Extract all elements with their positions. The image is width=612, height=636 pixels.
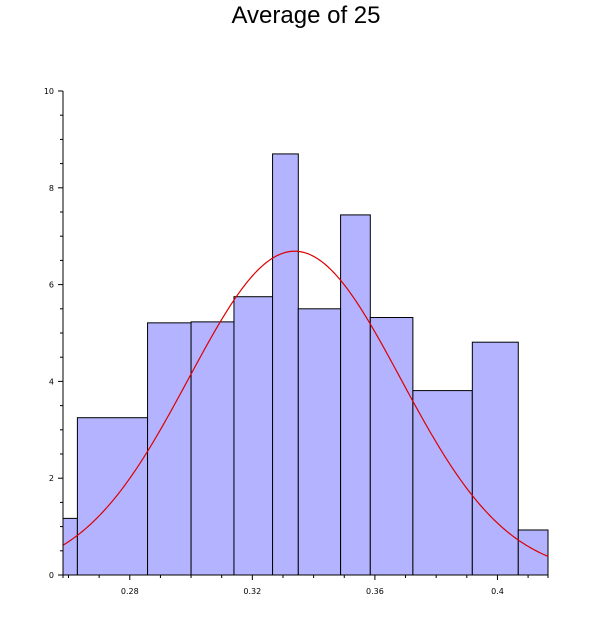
y-tick-label: 2 bbox=[49, 474, 54, 483]
histogram-bar-12 bbox=[517, 529, 549, 576]
histogram-bar-6 bbox=[272, 153, 299, 576]
x-tick-label: 0.36 bbox=[366, 587, 384, 596]
histogram-bar-1 bbox=[62, 517, 78, 576]
y-tick-label: 10 bbox=[44, 87, 54, 96]
y-tick-label: 4 bbox=[49, 377, 54, 386]
x-tick-label: 0.28 bbox=[121, 587, 139, 596]
histogram-bar-2 bbox=[76, 417, 149, 576]
histogram-bar-7 bbox=[297, 308, 342, 576]
chart-title: Average of 25 bbox=[231, 2, 381, 29]
axes: 0 2 4 6 8 10 0.28 0.32 0.36 0.4 bbox=[44, 87, 549, 596]
histogram-bar-3 bbox=[147, 322, 192, 576]
histogram-bars bbox=[62, 153, 549, 576]
y-tick-label: 8 bbox=[49, 184, 54, 193]
y-tick-label: 0 bbox=[49, 571, 54, 580]
histogram-bar-5 bbox=[233, 296, 274, 576]
x-tick-label: 0.4 bbox=[491, 587, 504, 596]
fitted-curve bbox=[62, 250, 549, 557]
histogram-bar-9 bbox=[369, 317, 414, 576]
fitted-curve-layer bbox=[62, 250, 549, 557]
y-tick-label: 6 bbox=[49, 281, 54, 290]
x-tick-label: 0.32 bbox=[243, 587, 261, 596]
histogram-bar-8 bbox=[340, 214, 371, 576]
histogram-bar-4 bbox=[190, 321, 235, 576]
histogram-bar-11 bbox=[471, 341, 519, 576]
